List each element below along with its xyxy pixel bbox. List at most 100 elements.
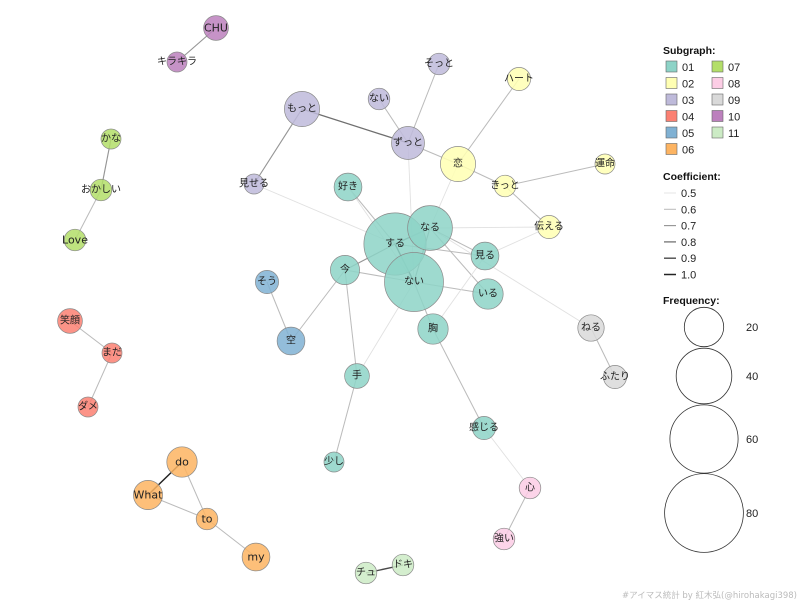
node-label: なる [420,222,440,234]
edge-motto-zutto [301,108,409,144]
node-circle [507,67,531,91]
node-doki: ドキ [391,553,415,577]
node-mada: まだ [101,342,123,364]
subgraph-label-07: 07 [728,62,740,74]
node-label: What [134,489,164,502]
legend: Subgraph: 01 02 03 04 05 06 07 08 09 10 11 Coeffic… [663,45,758,553]
node-label: そっと [424,58,454,70]
node-circle [89,178,113,202]
node-label: do [175,456,189,469]
coefficient-label-0.7: 0.7 [681,221,696,233]
node-circle [577,314,605,342]
subgraph-swatch-07 [711,60,724,73]
node-label: 見る [475,250,495,262]
node-label: そう [257,276,277,288]
node-koi: 恋 [440,146,476,182]
nodes-layer: するないなるもっと恋ずっといる胸do今What好き見る空myねるCHU笑顔手ハー… [57,15,630,585]
node-tsutaeru: 伝える [534,215,564,239]
node-CHU: CHU [203,15,229,41]
node-circle [166,51,188,73]
node-circle [427,52,451,76]
node-sora: 空 [276,326,306,356]
subgraph-legend: 01 02 03 04 05 06 07 08 09 10 11 [665,60,740,157]
subgraph-swatch-09 [711,93,724,106]
node-mune: 胸 [417,313,449,345]
node-label: 笑顔 [60,314,80,327]
node-label: 強い [494,532,514,545]
frequency-label-60: 60 [746,434,758,446]
node-circle [493,174,517,198]
node-label: まだ [102,347,122,359]
node-kirakira: キラキラ [157,51,197,73]
frequency-circle-80 [664,473,744,553]
subgraph-swatch-11 [711,126,724,139]
node-circle [537,215,561,239]
node-label: to [201,513,212,526]
node-circle [417,313,449,345]
node-naru: なる [407,205,453,251]
coefficient-legend: 0.5 0.6 0.7 0.8 0.9 1.0 [664,188,696,282]
node-circle [367,87,391,111]
coefficient-label-0.5: 0.5 [681,188,696,200]
edge-neru-naru [429,227,592,329]
edge-kanjiru-kokoro [483,427,531,489]
credit-text: #アイマス統計 by 紅木弘(@hirohakagi398) [622,590,797,601]
node-kokoro: 心 [518,476,542,500]
node-label: ハート [504,74,534,85]
subgraph-label-10: 10 [728,112,740,124]
node-label: チュ [356,567,376,579]
node-love: Love [62,228,88,252]
node-label: 心 [525,482,535,494]
frequency-label-80: 80 [746,508,758,520]
node-label: する [385,238,405,250]
node-label: ない [369,93,389,105]
node-miru: 見る [470,241,500,271]
frequency-label-40: 40 [746,371,758,383]
node-label: 感じる [469,421,499,434]
subgraph-swatch-05 [665,126,678,139]
node-circle [470,241,500,271]
node-circle [101,342,123,364]
node-circle [63,228,87,252]
node-circle [603,365,627,389]
node-circle [276,326,306,356]
node-label: 恋 [453,157,463,170]
node-circle [492,527,516,551]
node-circle [407,205,453,251]
node-egao: 笑顔 [57,308,83,334]
node-label: いる [478,288,498,300]
node-label: きっと [490,180,520,192]
node-circle [323,451,345,473]
node-label: ねる [581,322,601,334]
node-circle [518,476,542,500]
node-heart: ハート [504,67,534,91]
node-okashii: おかしい [81,178,121,202]
coefficient-label-0.6: 0.6 [681,204,696,216]
node-circle [354,561,378,585]
node-ima: 今 [330,255,360,285]
node-circle [243,173,265,195]
node-label: キラキラ [157,56,197,68]
subgraph-swatch-08 [711,77,724,89]
subgraph-swatch-01 [665,60,678,73]
subgraph-label-02: 02 [682,79,694,91]
node-futari: ふたり [600,365,630,389]
subgraph-label-08: 08 [728,79,740,91]
node-chu2: チュ [354,561,378,585]
node-circle [100,128,122,150]
node-circle [330,255,360,285]
node-sukoshi: 少し [323,451,345,473]
subgraph-label-06: 06 [682,145,694,157]
node-sou: そう [255,270,279,294]
node-label: 見せる [239,178,269,190]
node-nai3: ない [367,87,391,111]
node-kanjiru: 感じる [469,416,499,440]
subgraph-label-09: 09 [728,95,740,107]
node-circle [391,126,425,160]
node-circle [440,146,476,182]
node-label: かな [101,133,121,145]
frequency-label-20: 20 [746,322,758,334]
subgraph-swatch-10 [711,110,724,122]
frequency-circle-20 [683,306,725,348]
node-sotto: そっと [424,52,454,76]
